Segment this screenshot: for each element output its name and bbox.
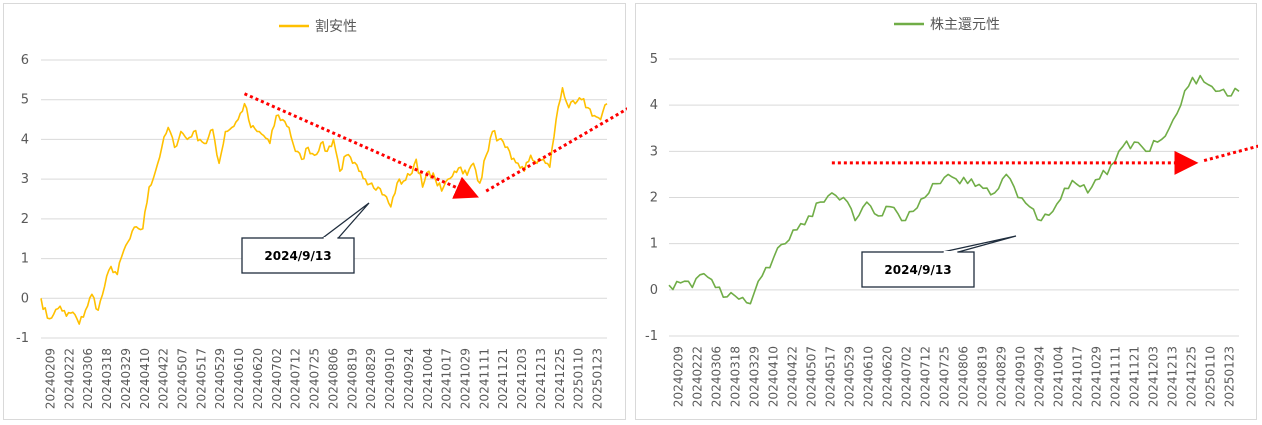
y-tick-label: 1 <box>21 252 29 267</box>
trend-arrow <box>243 92 479 199</box>
x-tick-label: 20240910 <box>1014 346 1028 407</box>
x-tick-label: 20240806 <box>326 348 340 409</box>
x-tick-label: 20241111 <box>1109 346 1123 407</box>
x-tick-label: 20240329 <box>748 346 762 407</box>
y-tick-label: 2 <box>650 191 658 206</box>
x-tick-label: 20241004 <box>1052 346 1066 407</box>
chart-panel-right: -1 0 1 2 3 4 5 20240209 20240222 20240306 20240318… <box>635 3 1258 420</box>
x-tick-label: 20241017 <box>1071 346 1085 407</box>
y-tick-label: 4 <box>650 98 658 113</box>
x-tick-label: 20240529 <box>843 346 857 407</box>
x-tick-label: 20240209 <box>43 348 57 409</box>
x-tick-label: 20240725 <box>308 348 322 409</box>
legend-label: 株主還元性 <box>930 17 1000 33</box>
x-tick-label: 20240610 <box>232 348 246 409</box>
x-tick-label: 20241213 <box>534 348 548 409</box>
x-tick-label: 20240829 <box>995 346 1009 407</box>
x-tick-label: 20240610 <box>862 346 876 407</box>
x-tick-label: 20240410 <box>138 348 152 409</box>
x-tick-label: 20241121 <box>496 348 510 409</box>
y-tick-label: 4 <box>21 132 29 147</box>
x-tick-label: 20240329 <box>119 348 133 409</box>
callout-label: 2024/9/13 <box>884 263 951 277</box>
series-line <box>668 74 1240 305</box>
y-tick-label: 6 <box>21 53 29 68</box>
x-tick-label: 20241203 <box>1147 346 1161 407</box>
x-tick-label: 20241213 <box>1166 346 1180 407</box>
x-tick-label: 20240318 <box>100 348 114 409</box>
y-tick-label: 0 <box>650 283 658 298</box>
x-tick-label: 20240422 <box>157 348 171 409</box>
x-tick-label: 20240829 <box>364 348 378 409</box>
x-tick-label: 20240222 <box>691 346 705 407</box>
x-tick-label: 20241225 <box>553 348 567 409</box>
x-tick-label: 20240517 <box>824 346 838 407</box>
callout-label: 2024/9/13 <box>264 249 331 263</box>
chart-panel-left: -1 0 1 2 3 4 5 6 20240209 20240222 20240306 2024031… <box>3 3 627 420</box>
y-tick-label: 5 <box>650 52 658 67</box>
callout-pointer <box>322 202 370 239</box>
x-tick-label: 20240306 <box>710 346 724 407</box>
x-tick-label: 20240222 <box>62 348 76 409</box>
y-tick-label: -1 <box>16 331 29 346</box>
x-tick-label: 20241121 <box>1128 346 1142 407</box>
x-tick-label: 20250123 <box>591 348 605 409</box>
x-tick-label: 20240712 <box>919 346 933 407</box>
series-line <box>40 87 608 325</box>
x-tick-label: 20240507 <box>176 348 190 409</box>
x-tick-label: 20240517 <box>194 348 208 409</box>
x-tick-label: 20240306 <box>81 348 95 409</box>
x-tick-label: 20240318 <box>729 346 743 407</box>
x-tick-label: 20241203 <box>515 348 529 409</box>
trend-arrow <box>485 107 627 193</box>
y-tick-label: -1 <box>645 329 658 344</box>
x-tick-label: 20240422 <box>786 346 800 407</box>
x-tick-label: 20241111 <box>477 348 491 409</box>
x-tick-label: 20241029 <box>459 348 473 409</box>
callout-box <box>861 251 975 288</box>
y-tick-label: 5 <box>21 93 29 108</box>
x-tick-label: 20240620 <box>251 348 265 409</box>
x-tick-label: 20240910 <box>383 348 397 409</box>
x-tick-label: 20240806 <box>957 346 971 407</box>
y-tick-label: 1 <box>650 237 658 252</box>
x-tick-label: 20240924 <box>1033 346 1047 407</box>
x-tick-label: 20241004 <box>421 348 435 409</box>
chart-svg-right: -1 0 1 2 3 4 5 20240209 20240222 20240306 20240318… <box>645 17 1258 407</box>
legend-label: 割安性 <box>315 18 357 35</box>
x-tick-label: 20240702 <box>270 348 284 409</box>
x-tick-label: 20240507 <box>805 346 819 407</box>
x-tick-label: 20240712 <box>289 348 303 409</box>
x-tick-label: 20240725 <box>938 346 952 407</box>
x-tick-label: 20240410 <box>767 346 781 407</box>
x-tick-label: 20240702 <box>900 346 914 407</box>
y-tick-label: 3 <box>21 172 29 187</box>
x-tick-label: 20250110 <box>572 348 586 409</box>
chart-svg-left: -1 0 1 2 3 4 5 6 20240209 20240222 20240306 2024031… <box>16 18 627 409</box>
trend-arrow <box>1203 144 1258 163</box>
callout-box <box>241 237 355 274</box>
x-tick-label: 20240819 <box>345 348 359 409</box>
x-tick-label: 20241029 <box>1090 346 1104 407</box>
x-tick-label: 20250110 <box>1204 346 1218 407</box>
y-tick-label: 2 <box>21 212 29 227</box>
callout-pointer <box>942 235 1017 253</box>
x-tick-label: 20240819 <box>976 346 990 407</box>
x-tick-label: 20240529 <box>213 348 227 409</box>
x-tick-label: 20250123 <box>1223 346 1237 407</box>
x-tick-label: 20241017 <box>440 348 454 409</box>
x-tick-label: 20240620 <box>881 346 895 407</box>
x-tick-label: 20240209 <box>672 346 686 407</box>
x-tick-label: 20240924 <box>402 348 416 409</box>
y-tick-label: 0 <box>21 291 29 306</box>
x-tick-label: 20241225 <box>1185 346 1199 407</box>
y-tick-label: 3 <box>650 144 658 159</box>
